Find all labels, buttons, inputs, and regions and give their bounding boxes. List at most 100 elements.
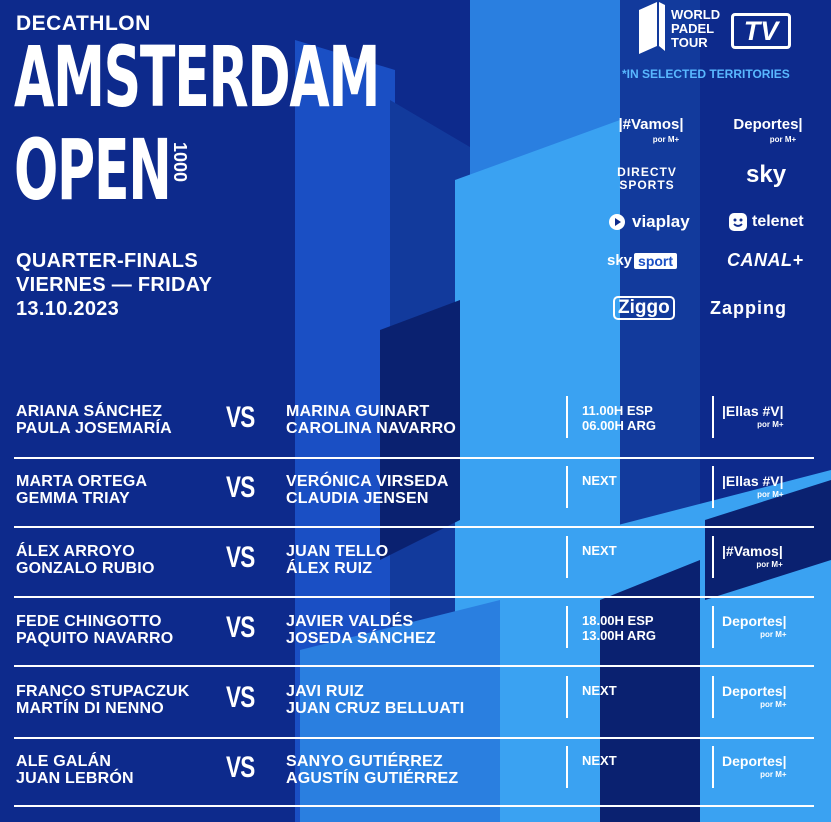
viaplay-icon (609, 214, 625, 230)
match-time-line: 06.00H ARG (582, 418, 656, 433)
team1-player: MARTÍN DI NENNO (16, 700, 164, 717)
team2-player: ÁLEX RUIZ (286, 560, 373, 577)
broadcaster-vamos: |#Vamos| por M+ (605, 116, 697, 144)
team2-player: JOSEDA SÁNCHEZ (286, 630, 436, 647)
team1: FRANCO STUPACZUK MARTÍN DI NENNO (16, 683, 190, 717)
channel-separator (712, 676, 714, 718)
directv-line2: SPORTS (619, 178, 675, 192)
team1-player: GONZALO RUBIO (16, 560, 155, 577)
directv-line1: DIRECTV (617, 165, 677, 179)
broadcaster-directv: DIRECTV SPORTS (607, 166, 687, 192)
team1-player: ÁLEX ARROYO (16, 543, 135, 560)
match-channel: |Ellas #V| por M+ (722, 473, 784, 499)
team2-player: JUAN TELLO (286, 543, 389, 560)
match-channel: Deportes| por M+ (722, 613, 787, 639)
match-next-label: NEXT (582, 543, 617, 558)
match-time: 18.00H ESP 13.00H ARG (582, 613, 656, 643)
ziggo-logo: Ziggo (613, 296, 675, 320)
match-next-label: NEXT (582, 753, 617, 768)
wpt-line2: PADEL (671, 21, 715, 36)
row-divider (14, 457, 814, 459)
match-channel-name: |Ellas #V| (722, 403, 784, 419)
team2: SANYO GUTIÉRREZ AGUSTÍN GUTIÉRREZ (286, 753, 458, 787)
team1-player: ALE GALÁN (16, 753, 112, 770)
broadcaster-telenet: telenet (728, 212, 804, 232)
team2-player: SANYO GUTIÉRREZ (286, 753, 443, 770)
match-channel-sub: por M+ (760, 770, 787, 779)
team2-player: JAVI RUIZ (286, 683, 364, 700)
date-label: 13.10.2023 (16, 298, 120, 320)
match-channel-name: Deportes| (722, 683, 787, 699)
team1: ARIANA SÁNCHEZ PAULA JOSEMARÍA (16, 403, 172, 437)
telenet-label: telenet (752, 213, 804, 230)
match-next-label: NEXT (582, 473, 617, 488)
sky-logo: sky (746, 161, 787, 188)
match-time-line: 13.00H ARG (582, 628, 656, 643)
row-divider (14, 526, 814, 528)
vs-label: VS (226, 541, 255, 574)
team2: JAVI RUIZ JUAN CRUZ BELLUATI (286, 683, 464, 717)
team1: FEDE CHINGOTTO PAQUITO NAVARRO (16, 613, 173, 647)
row-divider (14, 805, 814, 807)
team1-player: FRANCO STUPACZUK (16, 683, 190, 700)
skysport-sky: sky (607, 252, 633, 269)
sponsor-label: DECATHLON (16, 12, 151, 35)
match-channel: |Ellas #V| por M+ (722, 403, 784, 429)
match-channel-name: Deportes| (722, 753, 787, 769)
tv-badge: TV (731, 13, 791, 49)
tier-label: 1000 (170, 142, 190, 183)
team2: VERÓNICA VIRSEDA CLAUDIA JENSEN (286, 473, 449, 507)
match-next-label: NEXT (582, 683, 617, 698)
broadcaster-skysport: sky sport (607, 252, 678, 269)
vs-label: VS (226, 401, 255, 434)
wpt-logo-icon (639, 2, 665, 54)
match-time-line: 11.00H ESP (582, 403, 653, 418)
row-divider (14, 665, 814, 667)
time-separator (566, 466, 568, 508)
match-time-line: 18.00H ESP (582, 613, 654, 628)
viaplay-label: viaplay (632, 212, 690, 231)
match-channel-sub: por M+ (760, 700, 787, 709)
vamos-sub: por M+ (652, 135, 680, 144)
broadcaster-deportes: Deportes| por M+ (722, 116, 814, 144)
vs-label: VS (226, 471, 255, 504)
channel-separator (712, 396, 714, 438)
row-divider (14, 596, 814, 598)
team1-player: GEMMA TRIAY (16, 490, 130, 507)
event-title-line1: AMSTERDAM (14, 28, 380, 126)
team1-player: ARIANA SÁNCHEZ (16, 403, 163, 420)
match-time: 11.00H ESP 06.00H ARG (582, 403, 656, 433)
time-separator (566, 536, 568, 578)
channel-separator (712, 536, 714, 578)
match-channel-name: |#Vamos| (722, 543, 783, 559)
zapping-logo: Zapping (710, 298, 787, 318)
team2-player: JUAN CRUZ BELLUATI (286, 700, 465, 717)
match-channel-sub: por M+ (757, 490, 784, 499)
time-separator (566, 606, 568, 648)
event-title-line2: OPEN (14, 121, 172, 219)
day-label: VIERNES — FRIDAY (16, 274, 213, 296)
vs-label: VS (226, 751, 255, 784)
team1-player: PAULA JOSEMARÍA (16, 420, 172, 437)
channel-separator (712, 746, 714, 788)
team1: ALE GALÁN JUAN LEBRÓN (16, 753, 134, 787)
team2: MARINA GUINART CAROLINA NAVARRO (286, 403, 456, 437)
wpt-logo-text: WORLD PADEL TOUR (671, 8, 731, 50)
channel-separator (712, 466, 714, 508)
team1-player: JUAN LEBRÓN (16, 770, 134, 787)
wpt-line3: TOUR (671, 35, 708, 50)
match-channel: |#Vamos| por M+ (722, 543, 783, 569)
match-channel-name: Deportes| (722, 613, 787, 629)
team2: JAVIER VALDÉS JOSEDA SÁNCHEZ (286, 613, 436, 647)
skysport-sport: sport (634, 252, 678, 269)
territories-note: *IN SELECTED TERRITORIES (622, 67, 790, 81)
deportes-label: Deportes| (733, 116, 803, 133)
telenet-icon (729, 213, 747, 231)
time-separator (566, 676, 568, 718)
vs-label: VS (226, 681, 255, 714)
match-channel-sub: por M+ (760, 630, 787, 639)
canal-plus-logo: CANAL+ (727, 250, 804, 270)
wpt-line1: WORLD (671, 7, 721, 22)
row-divider (14, 737, 814, 739)
time-separator (566, 746, 568, 788)
